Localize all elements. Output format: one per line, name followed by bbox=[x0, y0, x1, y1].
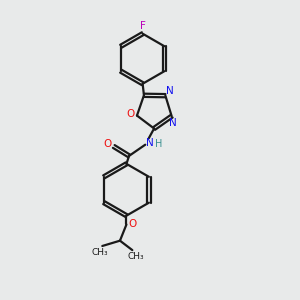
Text: N: N bbox=[146, 138, 154, 148]
Text: CH₃: CH₃ bbox=[92, 248, 109, 257]
Text: N: N bbox=[166, 86, 174, 96]
Text: O: O bbox=[103, 139, 111, 148]
Text: CH₃: CH₃ bbox=[128, 252, 144, 261]
Text: N: N bbox=[169, 118, 177, 128]
Text: O: O bbox=[128, 220, 136, 230]
Text: F: F bbox=[140, 21, 146, 31]
Text: O: O bbox=[126, 109, 135, 119]
Text: H: H bbox=[154, 139, 162, 149]
